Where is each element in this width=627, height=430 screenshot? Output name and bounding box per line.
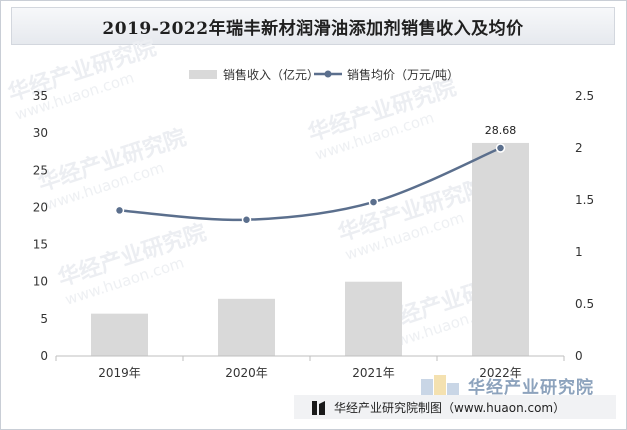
y-left-tick-label: 35: [33, 89, 48, 103]
legend-bar-swatch: [189, 70, 217, 79]
data-labels: 28.68: [485, 124, 517, 137]
bar: [472, 142, 529, 356]
legend-bar-label: 销售收入（亿元）: [223, 67, 319, 82]
bar: [218, 298, 275, 356]
y-right-tick-label: 1: [575, 245, 583, 259]
y-right-tick-label: 0.5: [575, 297, 594, 311]
x-tick-label: 2020年: [225, 366, 268, 380]
title-bar: 2019-2022年瑞丰新材润滑油添加剂销售收入及均价: [11, 7, 615, 45]
y-axis-left: 0 5 10 15 20 25 30 35: [33, 89, 48, 363]
legend-line-label: 销售均价（万元/吨）: [347, 67, 459, 82]
legend: 销售收入（亿元） 销售均价（万元/吨）: [189, 67, 459, 82]
y-left-tick-label: 15: [33, 238, 48, 252]
y-left-tick-label: 20: [33, 200, 48, 214]
line-point: [241, 215, 252, 225]
bar: [345, 281, 402, 356]
huajing-logo-icon: [312, 400, 326, 419]
chart-title: 2019-2022年瑞丰新材润滑油添加剂销售收入及均价: [102, 18, 524, 39]
y-right-tick-label: 0: [575, 349, 583, 363]
y-axis-right: 0 0.5 1 1.5 2 2.5: [575, 89, 594, 363]
line-point: [495, 143, 506, 153]
y-left-tick-label: 10: [33, 275, 48, 289]
footer-bar: [294, 395, 616, 419]
brand-logo-icon: [421, 375, 465, 403]
y-left-tick-label: 30: [33, 126, 48, 140]
legend-line-marker: [324, 70, 332, 78]
y-right-tick-label: 2.5: [575, 89, 594, 103]
line-series: [114, 143, 506, 225]
y-left-tick-label: 0: [40, 349, 48, 363]
x-tick-label: 2021年: [352, 366, 395, 380]
x-tick-label: 2019年: [98, 366, 141, 380]
price-line: [119, 146, 501, 222]
y-left-tick-label: 25: [33, 163, 48, 177]
y-right-tick-label: 2: [575, 141, 583, 155]
bar-series: [91, 142, 529, 356]
data-label: 28.68: [485, 124, 517, 137]
line-point: [114, 205, 125, 216]
x-tick-label: 2022年: [479, 366, 522, 380]
brand-name: 华经产业研究院: [468, 378, 594, 398]
x-axis-ticks: 2019年 2020年 2021年 2022年: [55, 356, 565, 380]
y-left-tick-label: 5: [40, 312, 48, 326]
footer-source: 华经产业研究院制图（www.huaon.com）: [334, 401, 566, 415]
line-point: [368, 197, 379, 207]
y-right-tick-label: 1.5: [575, 193, 594, 207]
bar: [91, 313, 148, 356]
